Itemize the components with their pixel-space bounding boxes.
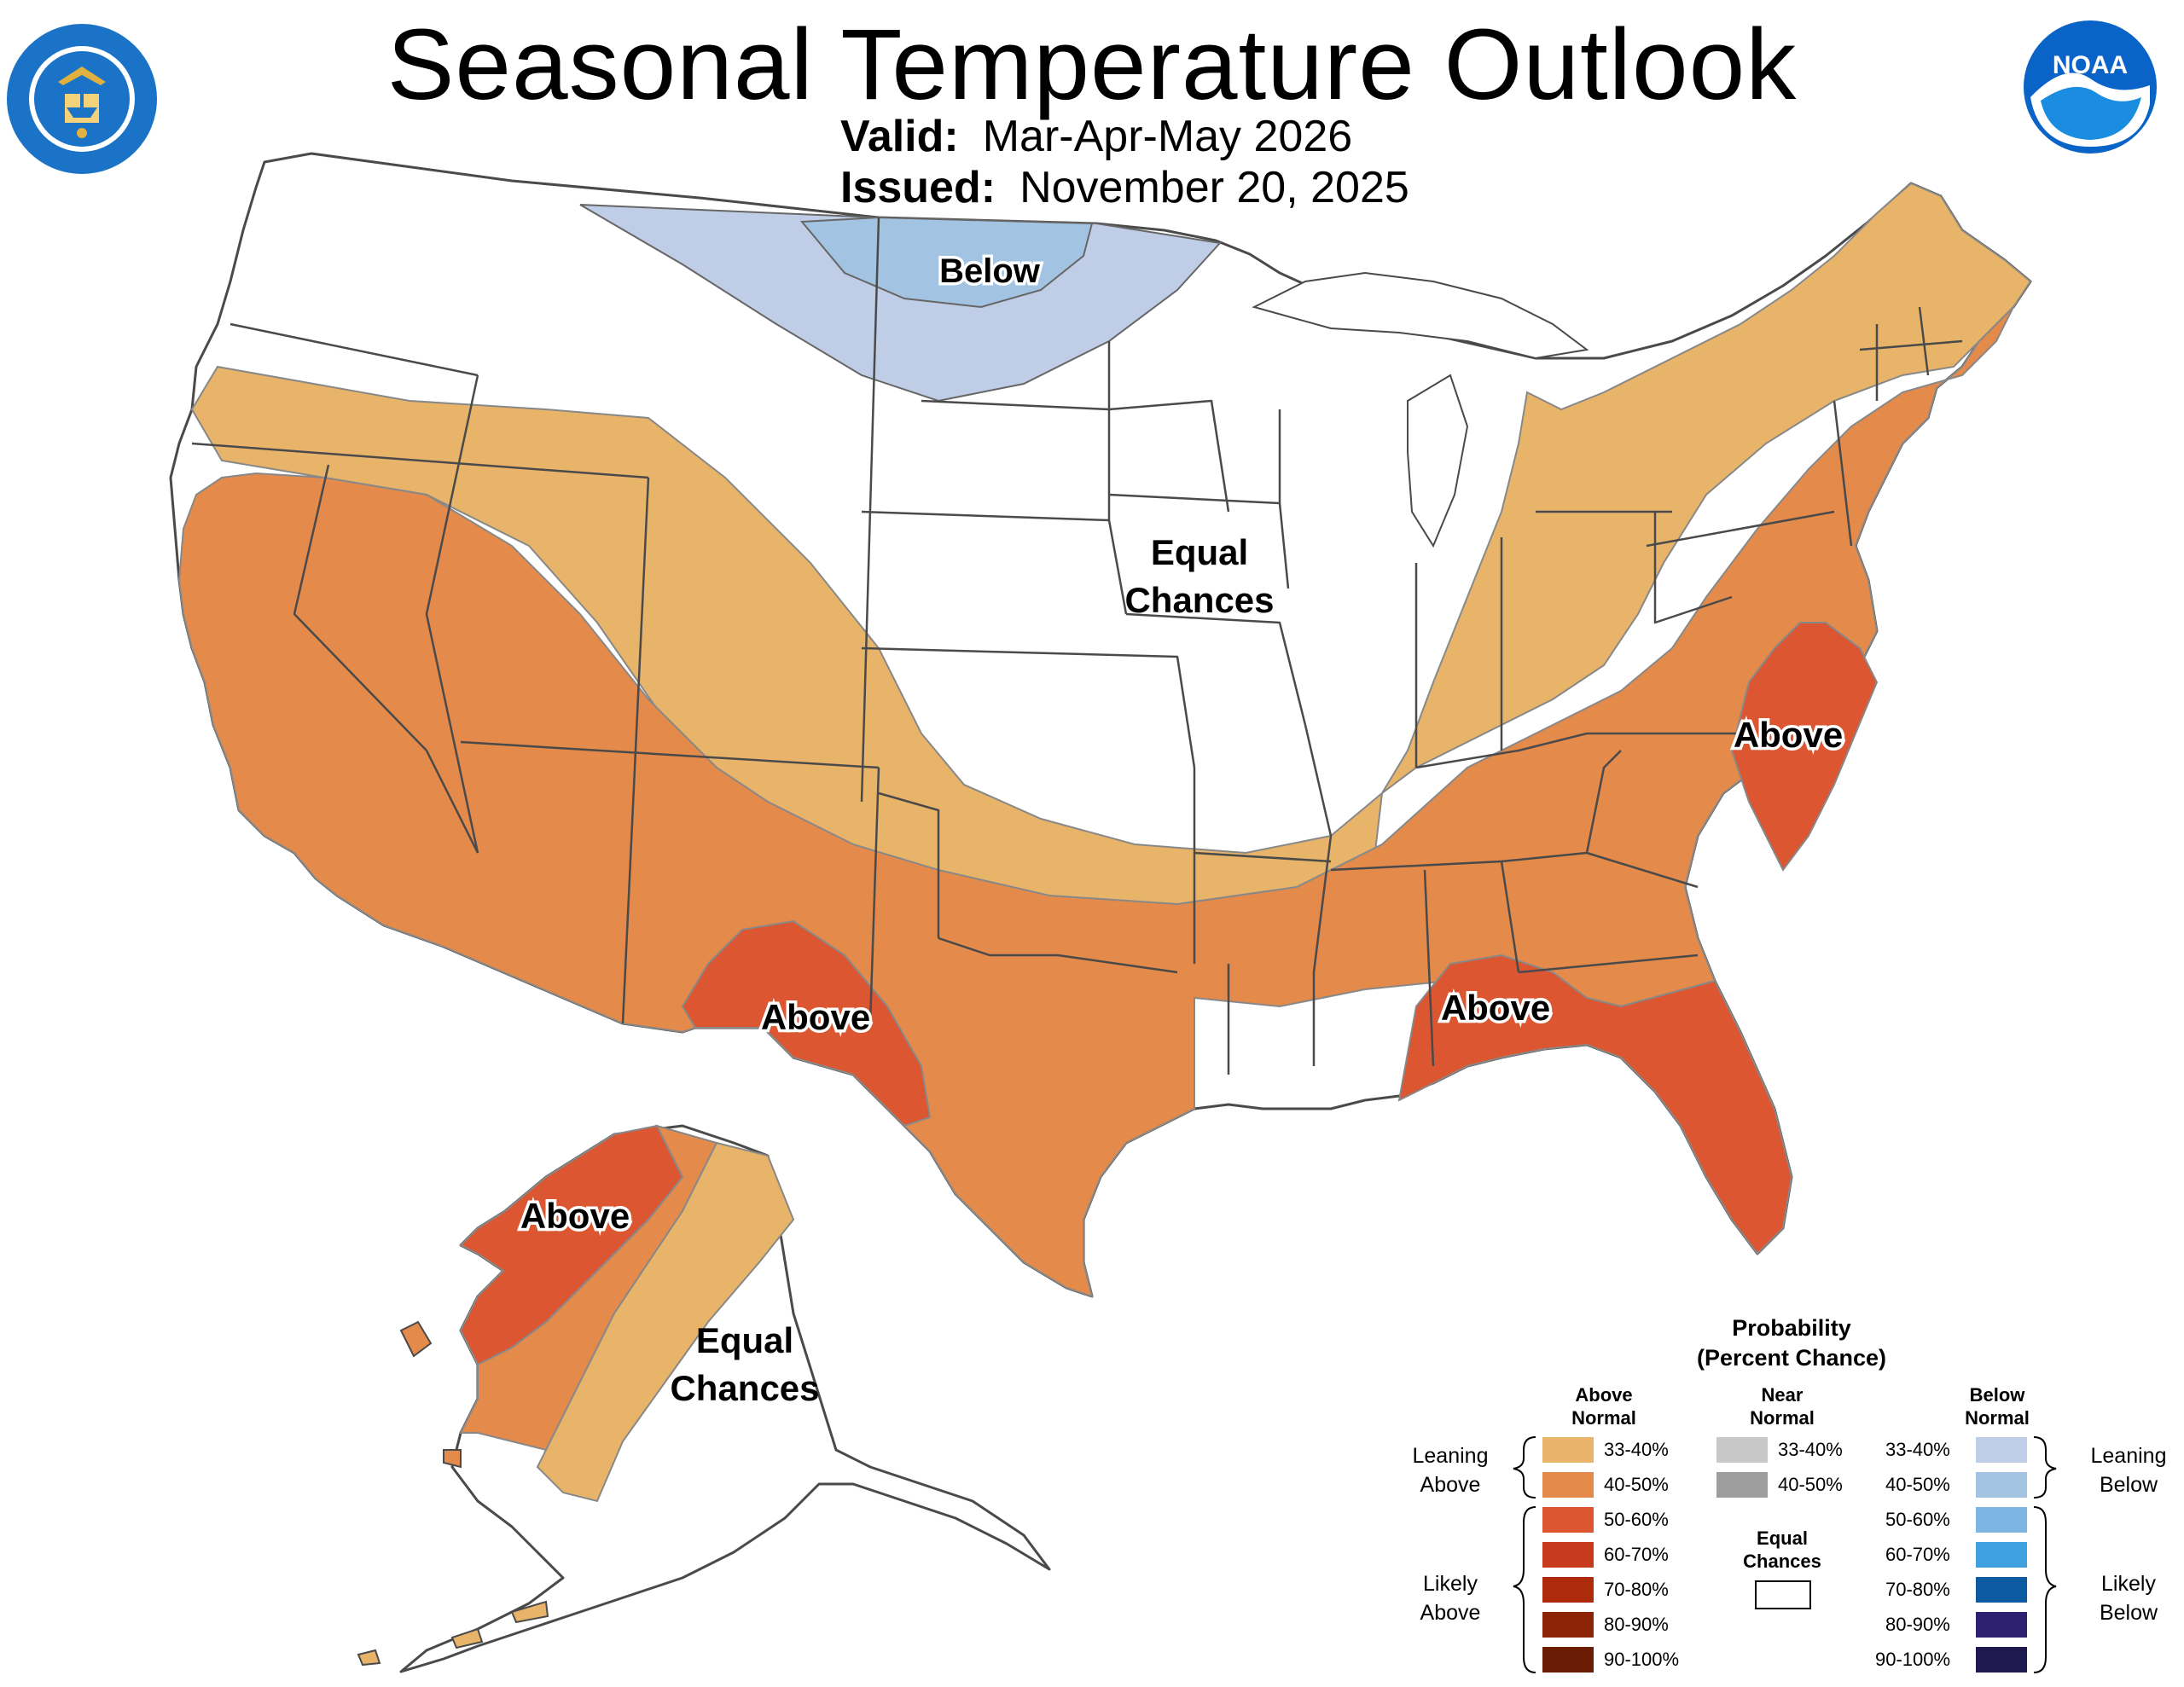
noaa-logo: NOAA: [2024, 20, 2157, 154]
swatch-below-80-90: [1976, 1612, 2027, 1638]
legend-braces: [1513, 1436, 2057, 1673]
near-head-line2: Normal: [1750, 1407, 1815, 1429]
label-chances-conus: Chances: [1124, 580, 1274, 620]
label-below-90-100: 90-100%: [1875, 1649, 1951, 1670]
swatch-above-70-80: [1542, 1577, 1594, 1603]
issued-label: Issued:: [840, 163, 996, 212]
swatch-below-90-100: [1976, 1647, 2027, 1673]
label-below-60-70: 60-70%: [1885, 1544, 1950, 1565]
leaning-below-label: Leaning Below: [2077, 1441, 2180, 1499]
above-50-60-southwest: [681, 919, 932, 1128]
label-chances-alaska: Chances: [670, 1368, 819, 1408]
swatch-above-33-40: [1542, 1437, 1594, 1463]
swatch-below-70-80: [1976, 1577, 2027, 1603]
alaska-above-33-40: [536, 1141, 795, 1503]
above-50-60-carolina: [1730, 622, 1879, 872]
lake-superior: [1252, 271, 1589, 360]
label-below-north: Below: [939, 252, 1041, 290]
near-normal-heading: Near Normal: [1722, 1383, 1842, 1429]
label-below-40-50: 40-50%: [1885, 1474, 1950, 1495]
label-above-70-80: 70-80%: [1604, 1579, 1669, 1600]
swatch-above-40-50: [1542, 1472, 1594, 1498]
label-above-southeast: Above: [1441, 988, 1550, 1028]
above-head-line1: Above: [1575, 1384, 1633, 1406]
swatch-near-40-50: [1716, 1472, 1768, 1498]
equal-chances-heading: Equal Chances: [1722, 1527, 1842, 1573]
below-head-line2: Normal: [1965, 1407, 2030, 1429]
below-40-50-region: [799, 216, 1094, 309]
swatch-below-60-70: [1976, 1542, 2027, 1568]
noaa-logo-text: NOAA: [2053, 51, 2128, 79]
label-above-80-90: 80-90%: [1604, 1614, 1669, 1635]
below-head-line1: Below: [1969, 1384, 2025, 1406]
swatch-above-50-60: [1542, 1507, 1594, 1533]
lake-michigan: [1407, 374, 1469, 548]
above-40-50-region: [177, 306, 2014, 1298]
label-above-60-70: 60-70%: [1604, 1544, 1669, 1565]
leaning-above-line1: Leaning: [1412, 1444, 1489, 1468]
label-above-33-40: 33-40%: [1604, 1439, 1669, 1460]
likely-below-line1: Likely: [2101, 1572, 2156, 1596]
label-near-33-40: 33-40%: [1778, 1439, 1843, 1460]
label-above-90-100: 90-100%: [1604, 1649, 1680, 1670]
valid-value: Mar-Apr-May 2026: [982, 112, 1353, 161]
swatch-equal-chances: [1755, 1580, 1811, 1609]
label-above-40-50: 40-50%: [1604, 1474, 1669, 1495]
label-below-70-80: 70-80%: [1885, 1579, 1950, 1600]
valid-label: Valid:: [840, 112, 959, 161]
equal-head-line2: Chances: [1743, 1551, 1821, 1572]
swatch-below-50-60: [1976, 1507, 2027, 1533]
label-below-80-90: 80-90%: [1885, 1614, 1950, 1635]
label-above-50-60: 50-60%: [1604, 1509, 1669, 1530]
leaning-below-line2: Below: [2099, 1473, 2158, 1497]
leaning-below-line1: Leaning: [2090, 1444, 2167, 1468]
swatch-above-60-70: [1542, 1542, 1594, 1568]
above-head-line2: Normal: [1571, 1407, 1636, 1429]
likely-above-line2: Above: [1420, 1601, 1481, 1625]
leaning-above-label: Leaning Above: [1399, 1441, 1502, 1499]
label-near-40-50: 40-50%: [1778, 1474, 1843, 1495]
alaska: Above Equal Chances: [357, 1124, 1051, 1673]
legend-title-line2: (Percent Chance): [1696, 1345, 1887, 1371]
label-equal-alaska: Equal: [696, 1320, 793, 1360]
likely-below-label: Likely Below: [2077, 1569, 2180, 1627]
likely-above-line1: Likely: [1423, 1572, 1478, 1596]
swatch-above-90-100: [1542, 1647, 1594, 1673]
probability-legend: Probability (Percent Chance) Above Norma…: [1399, 1313, 2184, 1680]
state-borders: [191, 217, 1963, 1075]
aleutian-islands: [357, 1600, 549, 1667]
label-equal-conus: Equal: [1151, 532, 1248, 572]
valid-line: Valid: Mar-Apr-May 2026: [840, 111, 1352, 162]
swatch-below-40-50: [1976, 1472, 2027, 1498]
swatch-near-33-40: [1716, 1437, 1768, 1463]
swatch-above-80-90: [1542, 1612, 1594, 1638]
issued-line: Issued: November 20, 2025: [840, 162, 1409, 213]
near-head-line1: Near: [1761, 1384, 1804, 1406]
label-below-50-60: 50-60%: [1885, 1509, 1950, 1530]
likely-above-label: Likely Above: [1399, 1569, 1502, 1627]
equal-head-line1: Equal: [1757, 1528, 1808, 1549]
legend-title-line1: Probability: [1732, 1315, 1851, 1341]
below-normal-heading: Below Normal: [1937, 1383, 2057, 1429]
commerce-seal-logo: [7, 24, 157, 174]
label-above-carolina: Above: [1734, 715, 1843, 755]
alaska-islands: [399, 1320, 462, 1469]
legend-title: Probability (Percent Chance): [1655, 1313, 1928, 1373]
map-title: Seasonal Temperature Outlook: [386, 9, 1798, 121]
likely-below-line2: Below: [2099, 1601, 2158, 1625]
issued-value: November 20, 2025: [1019, 163, 1409, 212]
above-normal-heading: Above Normal: [1544, 1383, 1664, 1429]
swatch-below-33-40: [1976, 1437, 2027, 1463]
label-above-alaska: Above: [520, 1196, 630, 1236]
label-above-southwest: Above: [761, 997, 870, 1037]
leaning-above-line2: Above: [1420, 1473, 1481, 1497]
label-below-33-40: 33-40%: [1885, 1439, 1950, 1460]
